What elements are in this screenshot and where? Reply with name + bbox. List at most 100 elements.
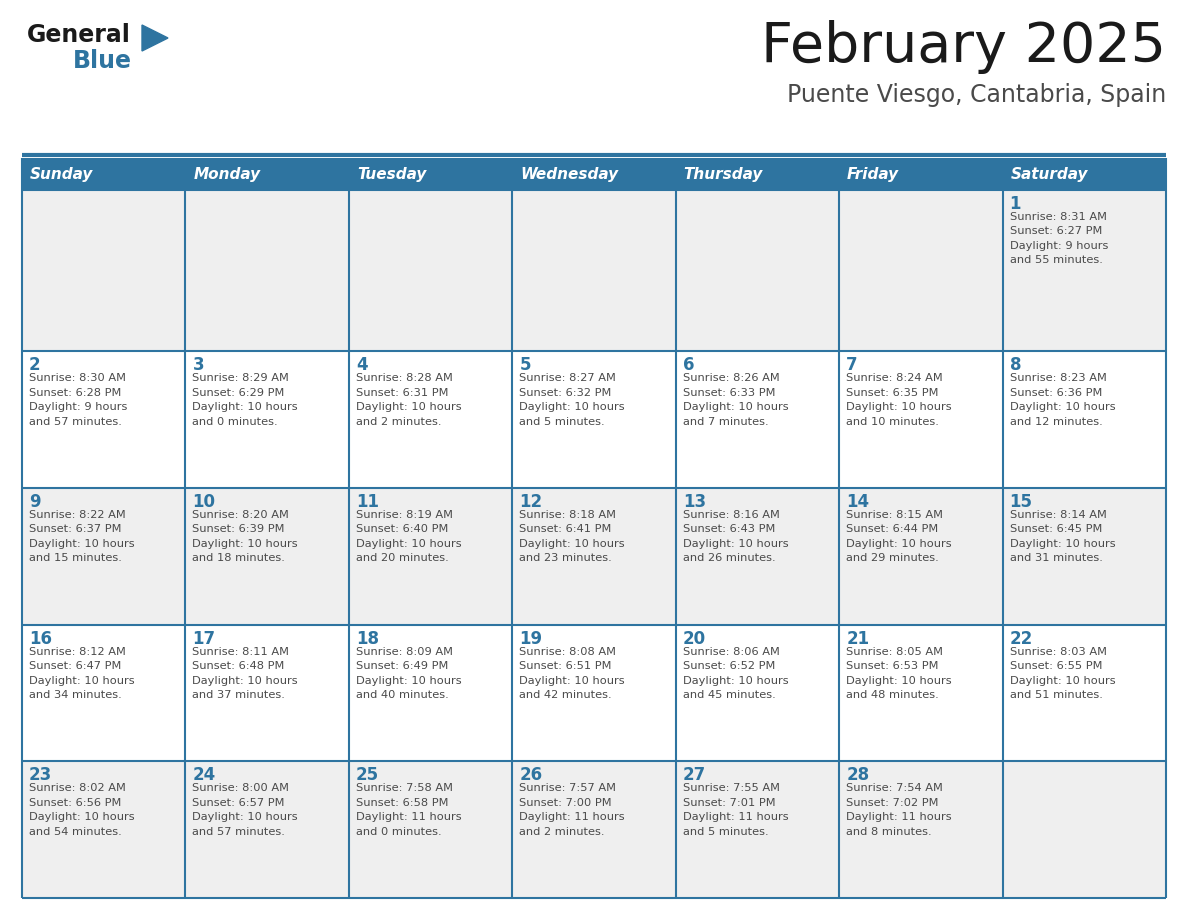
Bar xyxy=(349,625,512,761)
Text: Sunrise: 8:27 AM
Sunset: 6:32 PM
Daylight: 10 hours
and 5 minutes.: Sunrise: 8:27 AM Sunset: 6:32 PM Dayligh… xyxy=(519,374,625,427)
Bar xyxy=(512,352,676,488)
Text: 9: 9 xyxy=(29,493,40,511)
Text: Sunrise: 8:14 AM
Sunset: 6:45 PM
Daylight: 10 hours
and 31 minutes.: Sunrise: 8:14 AM Sunset: 6:45 PM Dayligh… xyxy=(1010,510,1116,564)
Bar xyxy=(23,190,185,352)
Text: Sunrise: 8:09 AM
Sunset: 6:49 PM
Daylight: 10 hours
and 40 minutes.: Sunrise: 8:09 AM Sunset: 6:49 PM Dayligh… xyxy=(356,646,461,700)
Bar xyxy=(1003,625,1165,761)
Bar xyxy=(23,488,185,625)
Text: Sunrise: 8:16 AM
Sunset: 6:43 PM
Daylight: 10 hours
and 26 minutes.: Sunrise: 8:16 AM Sunset: 6:43 PM Dayligh… xyxy=(683,510,789,564)
Text: Sunrise: 8:24 AM
Sunset: 6:35 PM
Daylight: 10 hours
and 10 minutes.: Sunrise: 8:24 AM Sunset: 6:35 PM Dayligh… xyxy=(846,374,952,427)
Bar xyxy=(185,761,349,898)
Bar xyxy=(1003,190,1165,352)
Bar xyxy=(1003,488,1165,625)
Text: Sunrise: 8:05 AM
Sunset: 6:53 PM
Daylight: 10 hours
and 48 minutes.: Sunrise: 8:05 AM Sunset: 6:53 PM Dayligh… xyxy=(846,646,952,700)
Text: Sunrise: 8:11 AM
Sunset: 6:48 PM
Daylight: 10 hours
and 37 minutes.: Sunrise: 8:11 AM Sunset: 6:48 PM Dayligh… xyxy=(192,646,298,700)
Bar xyxy=(23,352,185,488)
Bar xyxy=(185,625,349,761)
Text: Saturday: Saturday xyxy=(1011,166,1088,182)
Bar xyxy=(676,352,839,488)
Text: Sunrise: 8:26 AM
Sunset: 6:33 PM
Daylight: 10 hours
and 7 minutes.: Sunrise: 8:26 AM Sunset: 6:33 PM Dayligh… xyxy=(683,374,789,427)
Bar xyxy=(676,761,839,898)
Text: Wednesday: Wednesday xyxy=(520,166,619,182)
Bar xyxy=(512,488,676,625)
Text: Friday: Friday xyxy=(847,166,899,182)
Text: 13: 13 xyxy=(683,493,706,511)
Text: 28: 28 xyxy=(846,767,870,784)
Text: 22: 22 xyxy=(1010,630,1032,648)
Bar xyxy=(839,625,1003,761)
Text: Sunrise: 8:30 AM
Sunset: 6:28 PM
Daylight: 9 hours
and 57 minutes.: Sunrise: 8:30 AM Sunset: 6:28 PM Dayligh… xyxy=(29,374,127,427)
Bar xyxy=(676,625,839,761)
Bar xyxy=(349,761,512,898)
Bar xyxy=(839,190,1003,352)
Text: Sunrise: 8:20 AM
Sunset: 6:39 PM
Daylight: 10 hours
and 18 minutes.: Sunrise: 8:20 AM Sunset: 6:39 PM Dayligh… xyxy=(192,510,298,564)
Text: Sunrise: 8:15 AM
Sunset: 6:44 PM
Daylight: 10 hours
and 29 minutes.: Sunrise: 8:15 AM Sunset: 6:44 PM Dayligh… xyxy=(846,510,952,564)
Text: 5: 5 xyxy=(519,356,531,375)
Text: 21: 21 xyxy=(846,630,870,648)
Bar xyxy=(676,488,839,625)
Text: 12: 12 xyxy=(519,493,543,511)
Text: Sunrise: 7:58 AM
Sunset: 6:58 PM
Daylight: 11 hours
and 0 minutes.: Sunrise: 7:58 AM Sunset: 6:58 PM Dayligh… xyxy=(356,783,461,836)
Bar xyxy=(1003,761,1165,898)
Bar xyxy=(23,761,185,898)
Text: 18: 18 xyxy=(356,630,379,648)
Bar xyxy=(185,158,349,190)
Text: 26: 26 xyxy=(519,767,543,784)
Bar xyxy=(185,190,349,352)
Bar xyxy=(349,190,512,352)
Text: 16: 16 xyxy=(29,630,52,648)
Text: Sunday: Sunday xyxy=(30,166,94,182)
Text: Sunrise: 8:06 AM
Sunset: 6:52 PM
Daylight: 10 hours
and 45 minutes.: Sunrise: 8:06 AM Sunset: 6:52 PM Dayligh… xyxy=(683,646,789,700)
Bar xyxy=(1003,352,1165,488)
Text: General: General xyxy=(27,23,131,47)
Text: Sunrise: 8:23 AM
Sunset: 6:36 PM
Daylight: 10 hours
and 12 minutes.: Sunrise: 8:23 AM Sunset: 6:36 PM Dayligh… xyxy=(1010,374,1116,427)
Text: Sunrise: 8:08 AM
Sunset: 6:51 PM
Daylight: 10 hours
and 42 minutes.: Sunrise: 8:08 AM Sunset: 6:51 PM Dayligh… xyxy=(519,646,625,700)
Text: 15: 15 xyxy=(1010,493,1032,511)
Text: 25: 25 xyxy=(356,767,379,784)
Text: Sunrise: 8:12 AM
Sunset: 6:47 PM
Daylight: 10 hours
and 34 minutes.: Sunrise: 8:12 AM Sunset: 6:47 PM Dayligh… xyxy=(29,646,134,700)
Text: 7: 7 xyxy=(846,356,858,375)
Text: 4: 4 xyxy=(356,356,367,375)
Text: Sunrise: 7:54 AM
Sunset: 7:02 PM
Daylight: 11 hours
and 8 minutes.: Sunrise: 7:54 AM Sunset: 7:02 PM Dayligh… xyxy=(846,783,952,836)
Text: 19: 19 xyxy=(519,630,543,648)
Text: Sunrise: 8:02 AM
Sunset: 6:56 PM
Daylight: 10 hours
and 54 minutes.: Sunrise: 8:02 AM Sunset: 6:56 PM Dayligh… xyxy=(29,783,134,836)
Text: February 2025: February 2025 xyxy=(762,20,1165,74)
Text: Puente Viesgo, Cantabria, Spain: Puente Viesgo, Cantabria, Spain xyxy=(786,83,1165,107)
Text: 6: 6 xyxy=(683,356,694,375)
Bar xyxy=(1003,158,1165,190)
Text: Thursday: Thursday xyxy=(684,166,763,182)
Bar xyxy=(23,625,185,761)
Text: Sunrise: 8:00 AM
Sunset: 6:57 PM
Daylight: 10 hours
and 57 minutes.: Sunrise: 8:00 AM Sunset: 6:57 PM Dayligh… xyxy=(192,783,298,836)
Text: 1: 1 xyxy=(1010,195,1020,213)
Text: Sunrise: 8:03 AM
Sunset: 6:55 PM
Daylight: 10 hours
and 51 minutes.: Sunrise: 8:03 AM Sunset: 6:55 PM Dayligh… xyxy=(1010,646,1116,700)
Text: 27: 27 xyxy=(683,767,706,784)
Bar xyxy=(512,761,676,898)
Bar xyxy=(676,190,839,352)
Bar xyxy=(349,158,512,190)
Text: Sunrise: 8:28 AM
Sunset: 6:31 PM
Daylight: 10 hours
and 2 minutes.: Sunrise: 8:28 AM Sunset: 6:31 PM Dayligh… xyxy=(356,374,461,427)
Text: 10: 10 xyxy=(192,493,215,511)
Text: Tuesday: Tuesday xyxy=(356,166,426,182)
Text: Sunrise: 7:57 AM
Sunset: 7:00 PM
Daylight: 11 hours
and 2 minutes.: Sunrise: 7:57 AM Sunset: 7:00 PM Dayligh… xyxy=(519,783,625,836)
Text: Monday: Monday xyxy=(194,166,260,182)
Bar xyxy=(23,158,185,190)
Text: 23: 23 xyxy=(29,767,52,784)
Text: 14: 14 xyxy=(846,493,870,511)
Bar xyxy=(512,625,676,761)
Text: 24: 24 xyxy=(192,767,216,784)
Bar xyxy=(839,488,1003,625)
Text: 20: 20 xyxy=(683,630,706,648)
Text: 2: 2 xyxy=(29,356,40,375)
Text: Sunrise: 8:29 AM
Sunset: 6:29 PM
Daylight: 10 hours
and 0 minutes.: Sunrise: 8:29 AM Sunset: 6:29 PM Dayligh… xyxy=(192,374,298,427)
Bar xyxy=(185,488,349,625)
Bar xyxy=(185,352,349,488)
Text: Blue: Blue xyxy=(72,49,132,73)
Text: Sunrise: 7:55 AM
Sunset: 7:01 PM
Daylight: 11 hours
and 5 minutes.: Sunrise: 7:55 AM Sunset: 7:01 PM Dayligh… xyxy=(683,783,789,836)
Bar xyxy=(349,352,512,488)
Text: Sunrise: 8:19 AM
Sunset: 6:40 PM
Daylight: 10 hours
and 20 minutes.: Sunrise: 8:19 AM Sunset: 6:40 PM Dayligh… xyxy=(356,510,461,564)
Text: 17: 17 xyxy=(192,630,215,648)
Polygon shape xyxy=(143,25,168,51)
Bar xyxy=(676,158,839,190)
Text: 11: 11 xyxy=(356,493,379,511)
Text: Sunrise: 8:31 AM
Sunset: 6:27 PM
Daylight: 9 hours
and 55 minutes.: Sunrise: 8:31 AM Sunset: 6:27 PM Dayligh… xyxy=(1010,212,1108,265)
